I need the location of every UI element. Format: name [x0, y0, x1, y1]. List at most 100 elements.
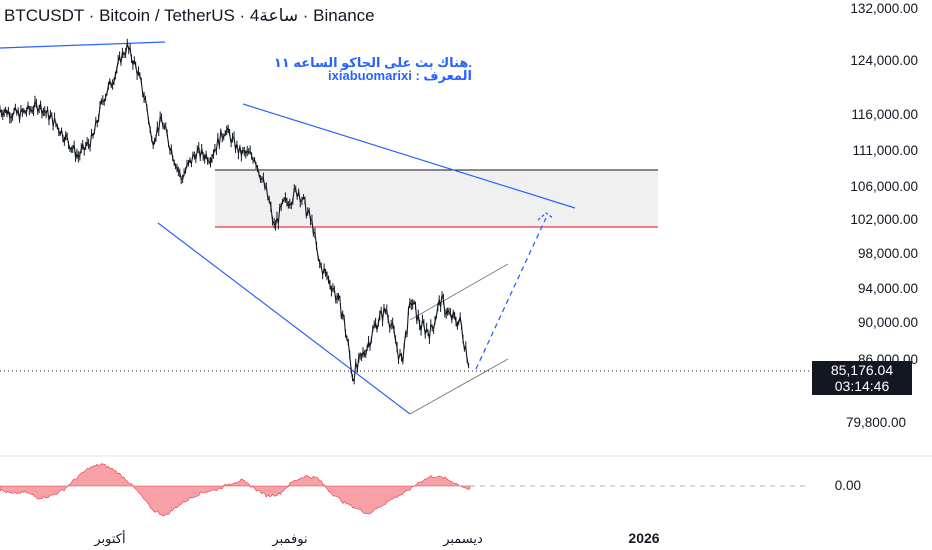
trendline-wedge-lower[interactable]	[157, 222, 411, 415]
x-label-year: 2026	[628, 530, 659, 546]
price-segment	[433, 321, 436, 329]
price-segment	[179, 171, 182, 180]
price-segment	[423, 323, 426, 335]
price-segment	[376, 323, 379, 330]
price-axis[interactable]: 132,000.00 124,000.00 116,000.00 111,000…	[835, 1, 918, 493]
oscillator-series	[0, 463, 471, 517]
price-segment	[93, 120, 97, 133]
price-segment	[308, 210, 312, 221]
price-segment	[99, 100, 102, 106]
price-segment	[227, 127, 231, 134]
price-segment	[186, 162, 189, 165]
price-segment	[430, 324, 433, 328]
price-segment	[12, 110, 15, 117]
price-segment	[298, 191, 301, 202]
price-segment	[144, 99, 148, 107]
price-segment	[452, 312, 456, 316]
price-segment	[465, 347, 468, 361]
price-segment	[417, 314, 421, 326]
price-segment	[173, 162, 177, 168]
price-segment	[435, 305, 439, 317]
price-segment	[448, 312, 451, 314]
chart-title: BTCUSDT · Bitcoin / TetherUS · 4ساعة · B…	[4, 6, 375, 25]
price-segment	[85, 141, 88, 147]
price-segment	[47, 109, 50, 121]
x-label-december: ديسمبر	[442, 532, 483, 547]
trendline-descending[interactable]	[242, 103, 576, 209]
price-segment	[260, 178, 263, 180]
resistance-zone[interactable]	[215, 170, 658, 227]
projection-arrow[interactable]	[475, 217, 547, 370]
price-segment	[459, 316, 463, 327]
price-segment	[441, 294, 444, 300]
price-segment	[344, 333, 348, 339]
y-tick-label: 94,000.00	[858, 281, 918, 296]
price-segment	[69, 147, 72, 150]
price-segment	[170, 148, 174, 159]
price-segment	[456, 321, 460, 327]
price-segment	[389, 324, 392, 328]
price-segment	[65, 134, 68, 138]
annotation-line-2[interactable]: المعرف : ixiabuomarixi	[328, 68, 472, 83]
price-segment	[9, 116, 12, 119]
price-segment	[301, 196, 305, 201]
price-segment	[447, 310, 450, 313]
last-price-value: 85,176.04	[830, 362, 894, 378]
price-segment	[82, 144, 85, 150]
price-segment	[140, 80, 144, 94]
price-segment	[98, 105, 101, 120]
price-segment	[335, 298, 338, 301]
price-segment	[96, 118, 100, 123]
price-segment	[286, 201, 289, 207]
price-segment	[265, 186, 269, 198]
price-segment	[295, 188, 298, 198]
price-segment	[109, 80, 112, 87]
price-segment	[221, 136, 225, 139]
price-segment	[287, 203, 291, 207]
price-segment	[168, 143, 171, 151]
price-segment	[303, 196, 306, 200]
y-tick-label: 79,800.00	[846, 415, 906, 430]
price-segment	[105, 93, 108, 98]
price-segment	[201, 148, 204, 156]
price-segment	[48, 115, 51, 121]
channel-upper-line[interactable]	[409, 263, 509, 321]
last-price-tag: 85,176.04 03:14:46	[812, 361, 912, 395]
price-segment	[414, 304, 418, 322]
price-segment	[353, 362, 357, 382]
price-segment	[224, 130, 228, 135]
price-segment	[280, 201, 284, 207]
price-segment	[114, 69, 118, 75]
price-segment	[240, 149, 244, 156]
x-label-october: أكتوبر	[93, 530, 125, 547]
price-segment	[327, 278, 331, 286]
y-tick-label: 111,000.00	[852, 143, 918, 158]
y-tick-label: 132,000.00	[850, 1, 918, 16]
price-segment	[454, 315, 457, 323]
price-segment	[406, 310, 410, 335]
price-segment	[316, 247, 319, 258]
price-segment	[270, 206, 274, 222]
price-segment	[365, 347, 368, 356]
price-segment	[323, 268, 327, 272]
time-axis[interactable]: أكتوبر نوفمبر ديسمبر 2026	[93, 530, 659, 547]
price-segment	[262, 178, 266, 188]
channel-lower-line[interactable]	[409, 358, 509, 415]
annotation-line-1[interactable]: .هناك بث على الجاكو الساعه ١١	[273, 55, 472, 70]
price-segment	[333, 288, 337, 300]
price-segment	[139, 75, 142, 82]
price-segment	[251, 155, 254, 161]
price-segment	[239, 146, 242, 156]
price-segment	[133, 60, 137, 66]
price-segment	[92, 131, 95, 137]
trendline-top-left[interactable]	[0, 41, 166, 49]
price-segment	[63, 134, 67, 143]
price-segment	[392, 322, 395, 331]
price-segment	[462, 339, 465, 350]
price-segment	[51, 114, 54, 127]
price-segment	[426, 328, 429, 333]
price-segment	[159, 116, 163, 120]
price-segment	[290, 201, 294, 205]
price-segment	[83, 146, 87, 151]
